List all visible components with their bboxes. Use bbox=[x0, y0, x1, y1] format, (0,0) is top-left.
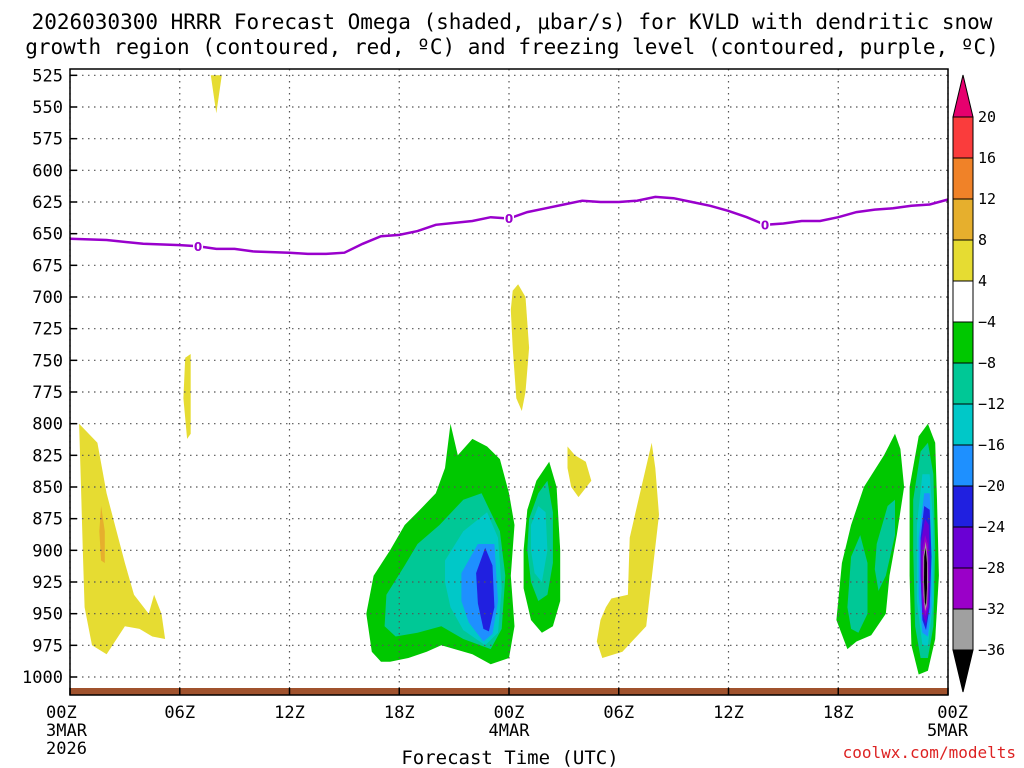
y-tick-label: 575 bbox=[32, 130, 63, 150]
y-tick-label: 850 bbox=[32, 478, 63, 498]
freezing-level-label: 0 bbox=[505, 212, 513, 226]
colorbar-label: −20 bbox=[978, 477, 1005, 495]
omega-contour-region bbox=[567, 446, 592, 498]
colorbar-swatch bbox=[952, 198, 974, 241]
contour-label-bg bbox=[504, 211, 514, 226]
colorbar-swatch bbox=[952, 485, 974, 528]
omega-contour-region bbox=[836, 433, 905, 650]
omega-shading-layer bbox=[79, 75, 939, 675]
y-tick-label: 775 bbox=[32, 383, 63, 403]
y-tick-label: 625 bbox=[32, 193, 63, 213]
freezing-level-label: 0 bbox=[194, 240, 202, 254]
x-tick-label: 06Z bbox=[164, 703, 195, 723]
y-tick-label: 800 bbox=[32, 415, 63, 435]
colorbar-swatch bbox=[952, 362, 974, 405]
y-tick-label: 750 bbox=[32, 351, 63, 371]
omega-contour-region bbox=[874, 499, 895, 591]
y-tick-label: 925 bbox=[32, 573, 63, 593]
colorbar-swatch bbox=[952, 157, 974, 200]
colorbar-label: 20 bbox=[978, 108, 996, 126]
omega-contour-region bbox=[531, 506, 548, 582]
omega-contour-region bbox=[476, 547, 495, 632]
x-date-label: 4MAR bbox=[489, 721, 531, 741]
y-tick-label: 900 bbox=[32, 541, 63, 561]
y-tick-label: 650 bbox=[32, 225, 63, 245]
colorbar-swatch bbox=[952, 116, 974, 159]
y-tick-label: 700 bbox=[32, 288, 63, 308]
colorbar-label: 12 bbox=[978, 190, 996, 208]
colorbar-legend: 20 16 12 8 4 −4 −8 −12 −16 −20 −24 −28 −32 −36 bbox=[952, 74, 1005, 693]
contour-label-bg bbox=[193, 239, 204, 254]
colorbar-top-arrow bbox=[952, 74, 974, 118]
colorbar-label: 16 bbox=[978, 149, 996, 167]
omega-contour-region bbox=[183, 354, 191, 439]
freezing-level-line bbox=[69, 195, 949, 256]
colorbar-label: −12 bbox=[978, 395, 1005, 413]
colorbar-label: −28 bbox=[978, 559, 1005, 577]
y-tick-label: 875 bbox=[32, 510, 63, 530]
x-date-label: 5MAR bbox=[927, 721, 969, 741]
omega-contour-region bbox=[924, 547, 927, 607]
y-tick-label: 825 bbox=[32, 446, 63, 466]
colorbar-swatch bbox=[952, 567, 974, 610]
y-tick-label: 600 bbox=[32, 161, 63, 181]
x-tick-label: 12Z bbox=[274, 703, 305, 723]
y-tick-label: 1000 bbox=[22, 668, 63, 688]
chart-title-line2: growth region (contoured, red, ºC) and f… bbox=[25, 35, 999, 59]
omega-contour-region bbox=[79, 423, 166, 655]
x-tick-label: 00Z bbox=[46, 703, 77, 723]
x-axis-title: Forecast Time (UTC) bbox=[401, 747, 618, 768]
colorbar-swatch bbox=[952, 321, 974, 364]
y-tick-label: 550 bbox=[32, 98, 63, 118]
colorbar-label: 4 bbox=[978, 272, 987, 290]
colorbar-swatch bbox=[952, 526, 974, 569]
colorbar-label: −16 bbox=[978, 436, 1005, 454]
x-tick-label: 00Z bbox=[494, 703, 525, 723]
colorbar-label: −24 bbox=[978, 518, 1005, 536]
y-tick-label: 525 bbox=[32, 66, 63, 86]
pressure-axis: 525 550 575 600 625 650 675 700 725 750 775 800 825 8… bbox=[22, 66, 77, 688]
contour-label-bg bbox=[760, 217, 771, 232]
y-tick-label: 950 bbox=[32, 605, 63, 625]
omega-contour-region bbox=[510, 284, 530, 411]
x-tick-label: 18Z bbox=[384, 703, 415, 723]
x-date-label: 3MAR bbox=[46, 721, 88, 741]
gridlines bbox=[69, 69, 949, 695]
x-tick-label: 12Z bbox=[713, 703, 744, 723]
x-tick-label: 00Z bbox=[937, 703, 968, 723]
y-tick-label: 675 bbox=[32, 256, 63, 276]
colorbar-bottom-arrow bbox=[952, 649, 974, 693]
omega-contour-region bbox=[596, 442, 659, 658]
freezing-level-label: 0 bbox=[761, 218, 769, 232]
omega-contour-region bbox=[847, 535, 868, 633]
x-tick-label: 18Z bbox=[823, 703, 854, 723]
colorbar-label: −8 bbox=[978, 354, 996, 372]
colorbar-label: −32 bbox=[978, 600, 1005, 618]
x-tick-label: 06Z bbox=[603, 703, 634, 723]
omega-contour-region bbox=[210, 75, 222, 114]
colorbar-label: −36 bbox=[978, 641, 1005, 659]
omega-contour-region bbox=[99, 506, 105, 563]
colorbar-swatch bbox=[952, 608, 974, 651]
chart-title-line1: 2026030300 HRRR Forecast Omega (shaded, … bbox=[32, 10, 993, 34]
colorbar-label: 8 bbox=[978, 231, 987, 249]
x-year-label: 2026 bbox=[46, 739, 87, 759]
colorbar-swatch bbox=[952, 239, 974, 282]
freezing-level-contour: 0 0 0 bbox=[69, 195, 949, 256]
colorbar-swatch bbox=[952, 280, 974, 323]
y-tick-label: 725 bbox=[32, 320, 63, 340]
colorbar-swatch bbox=[952, 403, 974, 446]
colorbar-swatch bbox=[952, 444, 974, 487]
colorbar-label: −4 bbox=[978, 313, 996, 331]
credit-text: coolwx.com/modelts bbox=[843, 743, 1016, 762]
y-tick-label: 975 bbox=[32, 636, 63, 656]
